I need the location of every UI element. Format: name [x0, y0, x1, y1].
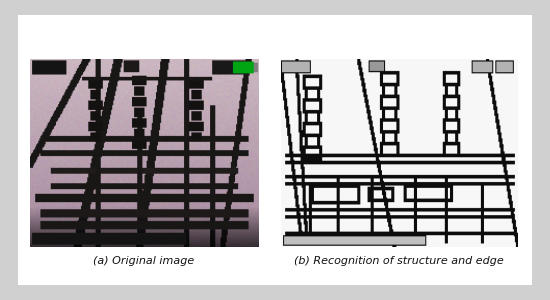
Text: (a) Original image: (a) Original image	[94, 256, 195, 266]
FancyBboxPatch shape	[18, 15, 532, 285]
Text: (b) Recognition of structure and edge: (b) Recognition of structure and edge	[294, 256, 504, 266]
